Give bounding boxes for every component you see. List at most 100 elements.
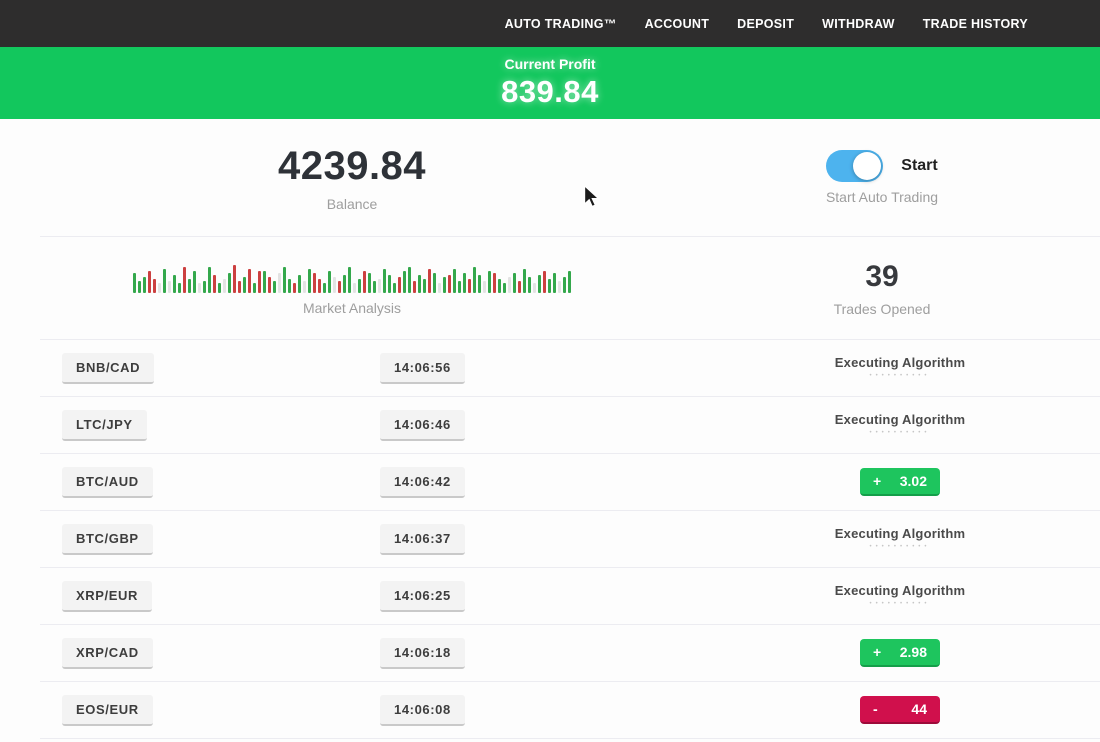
market-bar (478, 274, 481, 293)
trade-row: BTC/GBP 14:06:37 Executing Algorithm •••… (40, 511, 1100, 568)
market-bar (243, 276, 246, 293)
market-bar (258, 270, 261, 293)
market-bar (148, 270, 151, 293)
auto-trading-block: Start Start Auto Trading (664, 150, 1100, 205)
market-bar (438, 282, 441, 293)
nav-item-account[interactable]: ACCOUNT (644, 16, 710, 31)
time-badge[interactable]: 14:06:46 (380, 409, 465, 441)
result-sign: + (873, 644, 882, 660)
current-profit-banner: Current Profit 839.84 (0, 47, 1100, 119)
auto-trading-toggle[interactable] (826, 150, 884, 182)
market-bar (523, 268, 526, 293)
time-badge[interactable]: 14:06:08 (380, 694, 465, 726)
market-bar (283, 266, 286, 293)
market-bar (458, 280, 461, 293)
market-bar (528, 276, 531, 293)
market-bar (338, 280, 341, 293)
market-bar (548, 278, 551, 293)
status-label: Executing Algorithm (834, 583, 966, 598)
pair-badge[interactable]: XRP/CAD (62, 637, 153, 669)
status-label: Executing Algorithm (834, 355, 966, 370)
market-bar (328, 270, 331, 293)
trade-row: EOS/EUR 14:06:08 - 44 (40, 682, 1100, 739)
trade-row: BNB/CAD 14:06:56 Executing Algorithm •••… (40, 340, 1100, 397)
market-bar (448, 274, 451, 293)
market-bar (408, 266, 411, 293)
status-executing: Executing Algorithm •••••••••• (835, 412, 965, 438)
toggle-label: Start (901, 157, 938, 174)
time-badge[interactable]: 14:06:42 (380, 466, 465, 498)
market-bar (203, 280, 206, 293)
pair-badge[interactable]: XRP/EUR (62, 580, 152, 612)
market-bar (568, 270, 571, 293)
progress-dots-icon: •••••••••• (869, 430, 931, 436)
auto-trading-caption: Start Auto Trading (825, 189, 939, 205)
market-bar (443, 276, 446, 293)
nav-item-auto-trading[interactable]: AUTO TRADING™ (504, 16, 617, 31)
market-bar (433, 272, 436, 293)
market-bar (463, 272, 466, 293)
market-bar (253, 282, 256, 293)
market-analysis-block: Market Analysis (40, 261, 664, 316)
pair-badge[interactable]: BTC/GBP (62, 523, 153, 555)
status-executing: Executing Algorithm •••••••••• (835, 526, 965, 552)
market-bar (468, 278, 471, 293)
market-bar (493, 272, 496, 293)
market-bar (223, 278, 226, 293)
market-bar (343, 274, 346, 293)
market-bar (248, 268, 251, 293)
market-bar (173, 274, 176, 293)
market-bar (413, 280, 416, 293)
time-badge[interactable]: 14:06:37 (380, 523, 465, 555)
market-analysis-label: Market Analysis (302, 299, 402, 316)
balance-value: 4239.84 (277, 143, 427, 188)
result-value: 44 (911, 701, 927, 717)
market-bar (138, 280, 141, 293)
result-sign: + (873, 473, 882, 489)
time-badge[interactable]: 14:06:25 (380, 580, 465, 612)
market-bar (398, 276, 401, 293)
nav-item-deposit[interactable]: DEPOSIT (737, 16, 795, 31)
pair-badge[interactable]: LTC/JPY (62, 409, 147, 441)
toggle-knob (853, 152, 882, 180)
market-bar (388, 274, 391, 293)
market-bar (298, 274, 301, 293)
trades-opened-label: Trades Opened (833, 300, 931, 317)
balance-label: Balance (326, 195, 378, 212)
result-badge: + 2.98 (860, 639, 940, 667)
market-bar (318, 278, 321, 293)
status-executing: Executing Algorithm •••••••••• (835, 583, 965, 609)
market-bar (133, 272, 136, 293)
market-bar (153, 278, 156, 293)
time-badge[interactable]: 14:06:56 (380, 352, 465, 384)
status-label: Executing Algorithm (834, 412, 966, 427)
nav-item-withdraw[interactable]: WITHDRAW (822, 16, 895, 31)
time-badge[interactable]: 14:06:18 (380, 637, 465, 669)
market-bar (263, 270, 266, 293)
market-bar (288, 278, 291, 293)
result-value: 2.98 (899, 644, 927, 660)
market-bar (403, 270, 406, 293)
nav-item-trade-history[interactable]: TRADE HISTORY (922, 16, 1028, 31)
trades-list: BNB/CAD 14:06:56 Executing Algorithm •••… (40, 340, 1100, 739)
result-badge: - 44 (860, 696, 940, 724)
balance-toggle-row: 4239.84 Balance Start Start Auto Trading (40, 119, 1100, 237)
market-bar (293, 282, 296, 293)
market-bar (348, 266, 351, 293)
market-bar (308, 268, 311, 293)
pair-badge[interactable]: BTC/AUD (62, 466, 153, 498)
pair-badge[interactable]: EOS/EUR (62, 694, 153, 726)
market-bar (178, 282, 181, 293)
market-bar (558, 280, 561, 293)
trades-opened-block: 39 Trades Opened (664, 260, 1100, 317)
market-bar (353, 282, 356, 293)
market-bar (513, 272, 516, 293)
market-bar (378, 278, 381, 293)
trades-opened-value: 39 (865, 259, 899, 293)
market-bar (368, 272, 371, 293)
market-bar (278, 272, 281, 293)
market-bar (363, 270, 366, 293)
pair-badge[interactable]: BNB/CAD (62, 352, 155, 384)
trade-row: XRP/CAD 14:06:18 + 2.98 (40, 625, 1100, 682)
trade-row: XRP/EUR 14:06:25 Executing Algorithm •••… (40, 568, 1100, 625)
